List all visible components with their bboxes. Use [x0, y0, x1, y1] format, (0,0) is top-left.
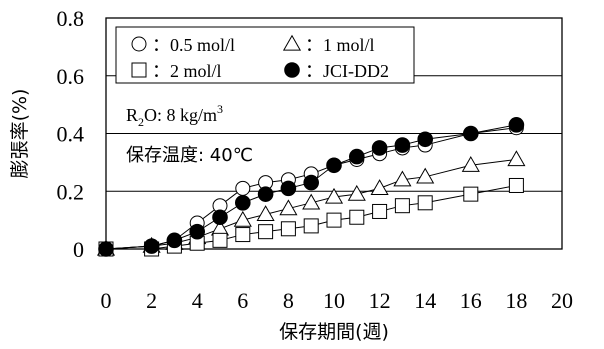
data-point [235, 180, 251, 196]
legend-marker [284, 62, 300, 78]
data-point [324, 187, 344, 204]
data-point [303, 174, 320, 191]
x-tick-labels: 0 2 4 6 8 10 12 14 16 18 20 [101, 288, 574, 313]
data-point [212, 209, 228, 226]
series-line [106, 184, 517, 250]
data-point [461, 156, 480, 172]
data-point [302, 193, 321, 210]
data-point [303, 218, 319, 234]
data-point [326, 212, 342, 228]
data-point [166, 232, 183, 249]
data-point [98, 241, 114, 257]
data-point [463, 186, 479, 202]
series-line [105, 124, 517, 250]
data-point [370, 179, 389, 196]
data-point [280, 180, 297, 197]
series-line [105, 127, 517, 250]
legend-marker [131, 36, 147, 52]
series-lines [105, 124, 517, 250]
data-point [257, 186, 274, 202]
data-point [326, 157, 342, 174]
legend: ：0.5 mol/l ：1 mol/l ：2 mol/l ：JCI-DD2 [115, 26, 415, 84]
x-tick-label: 2 [146, 288, 157, 313]
r2o-rest: O: 8 kg/m [144, 105, 217, 125]
data-point [347, 184, 366, 201]
x-tick-label: 10 [323, 288, 345, 313]
data-point [417, 195, 433, 211]
data-point [371, 140, 388, 156]
plot-area [105, 17, 563, 250]
grid-lines [106, 75, 562, 192]
data-point [189, 223, 205, 240]
data-point [349, 209, 365, 225]
data-point [235, 195, 251, 211]
data-point [508, 177, 524, 193]
data-point [233, 210, 252, 227]
data-point [372, 203, 388, 219]
series-line [105, 158, 517, 250]
data-point [507, 150, 526, 167]
x-tick-label: 14 [414, 288, 436, 313]
y-tick-labels: 0 0.2 0.4 0.6 0.8 [57, 6, 85, 262]
temperature-annotation: 保存温度: 40℃ [126, 145, 253, 166]
legend-label: ：JCI-DD2 [305, 61, 389, 81]
r2o-subscript: 2 [138, 115, 144, 129]
y-tick-label: 0.2 [57, 179, 85, 204]
legend-marker [131, 62, 147, 78]
x-axis-label: 保存期間(週) [279, 321, 389, 343]
data-point [280, 221, 296, 237]
x-tick-label: 20 [551, 288, 573, 313]
annotations: R2O: 8 kg/m3 保存温度: 40℃ [126, 102, 253, 166]
legend-box [115, 26, 415, 84]
legend-label: ：0.5 mol/l [152, 35, 235, 55]
legend-label: ：1 mol/l [305, 35, 375, 55]
data-point [394, 137, 411, 153]
y-tick-label: 0 [73, 237, 84, 262]
data-point [508, 117, 525, 133]
y-axis-label: 膨張率(%) [9, 89, 31, 179]
x-tick-label: 18 [505, 288, 527, 313]
data-point [349, 148, 365, 165]
r2o-annotation: R2O: 8 kg/m3 [126, 102, 223, 129]
y-tick-label: 0.4 [57, 122, 85, 147]
x-tick-label: 6 [237, 288, 248, 313]
x-tick-label: 12 [369, 288, 391, 313]
x-tick-label: 0 [101, 288, 112, 313]
data-point [258, 224, 274, 240]
data-point [212, 232, 228, 248]
y-tick-label: 0.6 [57, 64, 85, 89]
r2o-superscript: 3 [217, 102, 223, 116]
legend-label: ：2 mol/l [152, 61, 222, 81]
data-point [256, 205, 275, 221]
legend-marker [282, 34, 302, 51]
y-tick-label: 0.8 [57, 6, 85, 31]
data-point [463, 125, 479, 142]
data-point [394, 198, 410, 214]
r2o-main: R [126, 105, 138, 125]
data-point [279, 199, 298, 216]
series-markers [96, 117, 526, 257]
x-tick-label: 8 [283, 288, 294, 313]
data-point [416, 167, 435, 184]
x-tick-label: 16 [460, 288, 482, 313]
x-tick-label: 4 [192, 288, 203, 313]
data-point [143, 238, 160, 254]
data-point [417, 131, 434, 148]
data-point [393, 170, 412, 187]
data-point [235, 227, 251, 243]
